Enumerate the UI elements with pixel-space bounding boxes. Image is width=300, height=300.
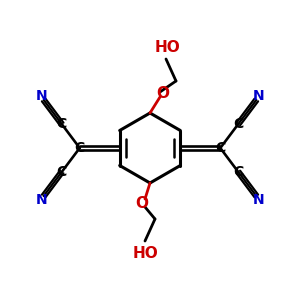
Text: O: O — [136, 196, 148, 211]
Text: C: C — [57, 165, 67, 179]
Text: C: C — [75, 141, 85, 155]
Text: C: C — [233, 117, 243, 131]
Text: C: C — [57, 117, 67, 131]
Text: O: O — [157, 85, 169, 100]
Text: C: C — [215, 141, 225, 155]
Text: N: N — [253, 193, 264, 207]
Text: HO: HO — [132, 245, 158, 260]
Text: N: N — [36, 193, 47, 207]
Text: C: C — [233, 165, 243, 179]
Text: HO: HO — [155, 40, 181, 55]
Text: N: N — [253, 89, 264, 103]
Text: N: N — [36, 89, 47, 103]
